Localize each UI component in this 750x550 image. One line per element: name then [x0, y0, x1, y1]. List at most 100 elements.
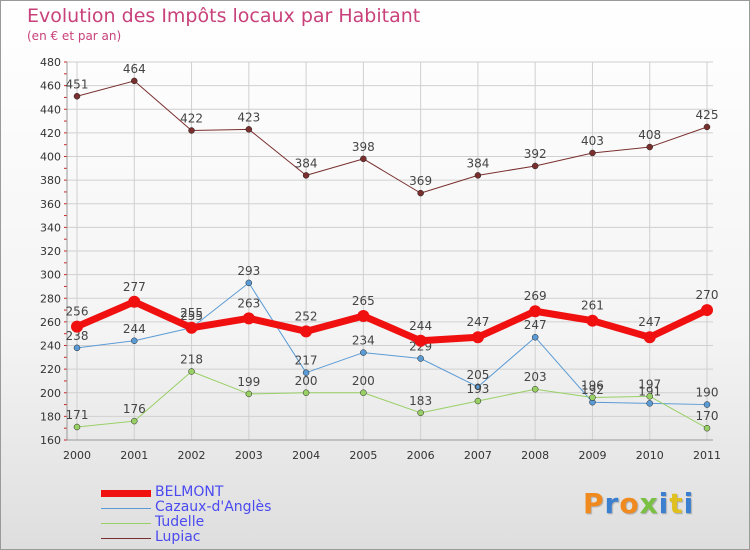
data-point-belmont	[471, 331, 484, 344]
data-point-belmont	[128, 295, 141, 308]
x-tick-label: 2008	[521, 449, 549, 462]
logo-letter: o	[619, 487, 640, 520]
y-tick-label: 200	[40, 387, 61, 400]
series-line-belmont	[73, 298, 711, 345]
chart-legend: BELMONT Cazaux-d'Anglès Tudelle Lupiac	[101, 485, 361, 545]
data-point-belmont	[300, 325, 313, 338]
data-label-cazaux-d-angl-s: 244	[123, 322, 146, 336]
data-point-lupiac	[302, 172, 310, 179]
data-point-belmont	[185, 321, 198, 334]
x-tick-label: 2010	[636, 449, 664, 462]
x-tick-label: 2003	[235, 449, 263, 462]
x-tick-label: 2005	[349, 449, 377, 462]
data-point-belmont	[414, 334, 427, 347]
logo-letter: t	[669, 487, 684, 520]
data-label-cazaux-d-angl-s: 190	[696, 386, 719, 400]
data-label-cazaux-d-angl-s: 247	[524, 318, 547, 332]
legend-label-tudelle: Tudelle	[155, 514, 205, 530]
logo-letter: x	[639, 487, 659, 520]
data-point-cazaux-d-angl-s	[646, 400, 653, 407]
series-line-lupiac	[76, 80, 708, 194]
data-label-lupiac: 422	[180, 112, 203, 126]
data-point-tudelle	[360, 389, 367, 396]
x-tick-label: 2001	[120, 449, 148, 462]
data-label-tudelle: 183	[409, 394, 432, 408]
data-point-cazaux-d-angl-s	[703, 401, 711, 408]
x-tick-label: 2004	[292, 449, 320, 462]
data-label-lupiac: 451	[66, 77, 89, 91]
y-tick-label: 380	[40, 174, 61, 187]
data-point-tudelle	[245, 390, 253, 398]
legend-swatch-belmont	[101, 490, 151, 497]
data-point-cazaux-d-angl-s	[531, 333, 539, 341]
y-tick-label: 400	[40, 151, 61, 164]
chart-subtitle: (en € et par an)	[27, 29, 122, 43]
data-point-lupiac	[131, 77, 138, 85]
y-tick-label: 340	[40, 221, 61, 234]
data-point-lupiac	[417, 189, 424, 197]
data-label-tudelle: 176	[123, 402, 146, 416]
chart-title: Evolution des Impôts locaux par Habitant	[27, 5, 421, 27]
data-point-belmont	[357, 309, 370, 322]
data-label-cazaux-d-angl-s: 205	[466, 368, 489, 382]
legend-item-tudelle: Tudelle	[101, 515, 361, 530]
y-tick-label: 320	[40, 245, 61, 258]
y-tick-label: 260	[40, 316, 61, 329]
data-label-cazaux-d-angl-s: 217	[295, 354, 318, 368]
data-point-tudelle	[703, 424, 711, 432]
series-line-cazaux-d-angl-s	[76, 282, 708, 406]
data-label-tudelle: 197	[638, 377, 661, 391]
data-label-belmont: 265	[352, 294, 375, 308]
data-point-belmont	[529, 305, 542, 318]
data-label-cazaux-d-angl-s: 192	[581, 383, 604, 397]
x-tick-label: 2000	[63, 449, 91, 462]
data-label-belmont: 261	[581, 299, 604, 313]
x-tick-label: 2002	[178, 449, 206, 462]
data-label-lupiac: 403	[581, 134, 604, 148]
legend-label-belmont: BELMONT	[155, 484, 224, 500]
data-label-tudelle: 196	[581, 378, 604, 392]
y-tick-label: 300	[40, 269, 61, 282]
data-label-belmont: 244	[409, 319, 432, 333]
data-label-cazaux-d-angl-s: 255	[180, 309, 203, 323]
data-label-tudelle: 171	[66, 408, 89, 422]
data-point-lupiac	[360, 155, 367, 163]
data-label-belmont: 263	[237, 296, 260, 310]
data-point-cazaux-d-angl-s	[360, 349, 367, 356]
data-point-lupiac	[646, 143, 653, 151]
data-label-tudelle: 200	[352, 374, 375, 388]
logo-letter: r	[604, 487, 620, 520]
logo-letter: i	[658, 487, 670, 520]
x-tick-label: 2007	[464, 449, 492, 462]
data-point-tudelle	[131, 417, 138, 425]
data-point-cazaux-d-angl-s	[245, 279, 253, 287]
data-point-belmont	[71, 320, 83, 333]
data-point-lupiac	[245, 126, 253, 133]
data-label-tudelle: 199	[237, 375, 260, 389]
data-point-belmont	[242, 312, 255, 325]
data-point-tudelle	[474, 397, 482, 405]
legend-swatch-cazaux	[101, 508, 151, 509]
data-point-cazaux-d-angl-s	[131, 337, 138, 345]
data-label-cazaux-d-angl-s: 238	[66, 329, 89, 343]
data-label-lupiac: 384	[466, 156, 489, 170]
logo-letter: i	[683, 487, 695, 520]
data-label-tudelle: 218	[180, 352, 203, 366]
data-label-belmont: 256	[66, 305, 89, 319]
y-tick-label: 220	[40, 363, 61, 376]
legend-item-belmont: BELMONT	[101, 485, 361, 500]
y-tick-label: 440	[40, 103, 61, 116]
y-tick-label: 360	[40, 198, 61, 211]
data-label-lupiac: 392	[524, 147, 547, 161]
data-label-belmont: 270	[696, 288, 719, 302]
data-point-tudelle	[188, 368, 195, 375]
data-point-tudelle	[417, 409, 424, 417]
data-label-belmont: 255	[180, 306, 203, 320]
data-label-tudelle: 203	[524, 370, 547, 384]
y-tick-label: 480	[40, 56, 61, 69]
data-label-belmont: 247	[466, 315, 489, 329]
data-point-tudelle	[589, 394, 596, 401]
data-point-cazaux-d-angl-s	[417, 355, 424, 362]
